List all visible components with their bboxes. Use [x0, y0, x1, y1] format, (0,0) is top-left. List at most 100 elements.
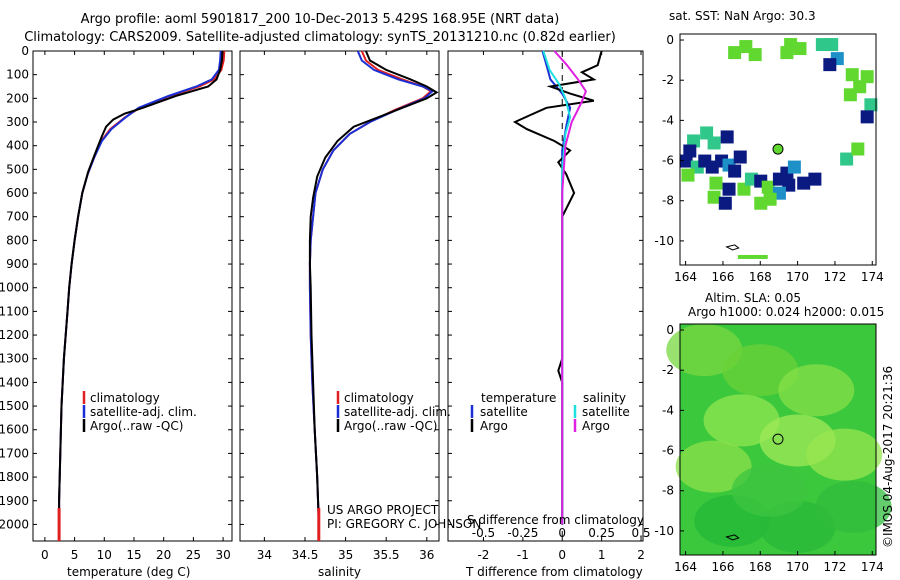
legend-label-s-argo: Argo: [582, 419, 610, 433]
x-tick-label: 174: [861, 560, 884, 574]
series-line-salinity-argo: [553, 50, 588, 525]
y-tick-label: -6: [662, 154, 674, 168]
temperature-xlabel: temperature (deg C): [67, 565, 190, 579]
x-tick-label: -1: [517, 548, 529, 562]
sst-cell: [808, 172, 822, 186]
series-line-climatology: [58, 50, 226, 537]
sst-map-title: sat. SST: NaN Argo: 30.3: [669, 9, 816, 23]
y-tick-label: 300: [6, 115, 29, 129]
sst-cell: [728, 46, 742, 60]
map-frame: [679, 323, 877, 556]
ssh-map-panel: 164 166 168 170 172 174 0 -2 -4 -6 -8 -10: [654, 323, 892, 574]
x-tick-label: 5: [71, 548, 79, 562]
project-credit: US ARGO PROJECT: [327, 503, 439, 517]
salinity-legend: climatology satellite-adj. clim. Argo(..…: [336, 391, 451, 433]
sst-cell: [780, 46, 794, 60]
sst-cell: [748, 48, 762, 62]
y-tick-label: 900: [6, 257, 29, 271]
imos-timestamp: ©IMOS 04-Aug-2017 20:21:36: [881, 366, 895, 548]
sst-cell: [843, 88, 857, 102]
argo-position-marker: [772, 433, 784, 445]
x2-tick-label: -0.5: [472, 526, 495, 540]
salinity-xlabel: salinity: [318, 565, 361, 579]
sst-cell: [823, 58, 837, 72]
sst-cell: [720, 130, 734, 144]
x-tick-label: 36: [419, 548, 434, 562]
plot-frame: [447, 50, 644, 542]
x-tick-label: -2: [477, 548, 489, 562]
y-tick-label: -6: [662, 444, 674, 458]
sst-cell: [707, 136, 721, 150]
legend-title-salinity: salinity: [583, 391, 626, 405]
sst-map-panel: 164 166 168 170 172 174 0 -2 -4 -6 -8 -10: [654, 33, 883, 284]
ssh-map-title-line1: Altim. SLA: 0.05: [705, 291, 801, 305]
ssh-map-title-line2: Argo h1000: 0.024 h2000: 0.015: [688, 305, 884, 319]
sst-cell: [797, 176, 811, 190]
x-tick-label: 164: [674, 270, 697, 284]
series-line-satellite-adj-clim-: [308, 50, 435, 525]
x-tick-label: 170: [786, 270, 809, 284]
y-tick-label: 500: [6, 162, 29, 176]
t-difference-xlabel: T difference from climatology: [465, 565, 643, 579]
sst-cell: [718, 196, 732, 210]
legend-label-climatology: climatology: [344, 391, 414, 405]
y-tick-label: 0: [666, 323, 674, 337]
x-tick-label: 30: [215, 548, 230, 562]
series-line-temperature-satellite: [541, 50, 572, 525]
sst-cell: [840, 152, 854, 166]
x-tick-label: 0: [558, 548, 566, 562]
y-tick-label: 800: [6, 233, 29, 247]
x-tick-label: 172: [823, 560, 846, 574]
sst-cell: [700, 126, 714, 140]
sst-cell: [679, 154, 693, 168]
ssh-anomaly-patch: [778, 364, 855, 417]
sst-cell: [681, 168, 695, 182]
x-tick-label: 164: [674, 560, 697, 574]
x-tick-label: 168: [749, 560, 772, 574]
ssh-anomaly-patch: [815, 480, 892, 533]
y-tick-label: 0: [666, 33, 674, 47]
sst-cell: [728, 164, 742, 178]
y-tick-label: 1600: [0, 423, 29, 437]
legend-label-argo: Argo(..raw -QC): [344, 419, 437, 433]
x-tick-label: 15: [126, 548, 141, 562]
y-tick-label: 200: [6, 91, 29, 105]
sst-cell: [851, 142, 865, 156]
y-tick-label: 2000: [0, 517, 29, 531]
legend-label-satellite: satellite-adj. clim.: [344, 405, 451, 419]
argo-position-marker: [772, 143, 784, 155]
x-tick-label: 10: [97, 548, 112, 562]
sst-cell: [733, 150, 747, 164]
y-tick-label: -2: [662, 363, 674, 377]
ssh-anomaly-patch: [666, 324, 743, 377]
y-tick-label: -10: [654, 234, 674, 248]
plot-frame: [239, 50, 440, 542]
x-tick-label: 35.5: [373, 548, 400, 562]
x-tick-label: 1: [598, 548, 606, 562]
legend-label-t-argo: Argo: [480, 419, 508, 433]
series-line-temperature-argo: [512, 50, 603, 525]
series-line-salinity-satellite: [542, 50, 572, 525]
x-tick-label: 166: [711, 270, 734, 284]
ssh-anomaly-patch: [675, 440, 752, 493]
sst-cell: [761, 180, 775, 194]
sst-cell: [687, 134, 701, 148]
sst-cell: [845, 68, 859, 82]
y-tick-label: 1900: [0, 494, 29, 508]
y-tick-label: 1200: [0, 328, 29, 342]
plot-frame: [32, 50, 233, 542]
ssh-anomaly-patch: [806, 428, 883, 481]
y-tick-label: 400: [6, 139, 29, 153]
ssh-anomaly-patch: [722, 344, 799, 397]
y-tick-label: -8: [662, 484, 674, 498]
y-tick-label: 1300: [0, 352, 29, 366]
series-line-argo-raw-qc-: [58, 50, 224, 520]
legend-label-s-satellite: satellite: [582, 405, 630, 419]
temperature-legend: climatology satellite-adj. clim. Argo(..…: [82, 391, 197, 433]
figure-title-line1: Argo profile: aoml 5901817_200 10-Dec-20…: [80, 12, 560, 27]
pi-credit: PI: GREGORY C. JOHNSON: [327, 517, 481, 531]
sst-cell: [787, 160, 801, 174]
x-tick-label: 34: [257, 548, 272, 562]
sst-cell: [793, 42, 807, 56]
